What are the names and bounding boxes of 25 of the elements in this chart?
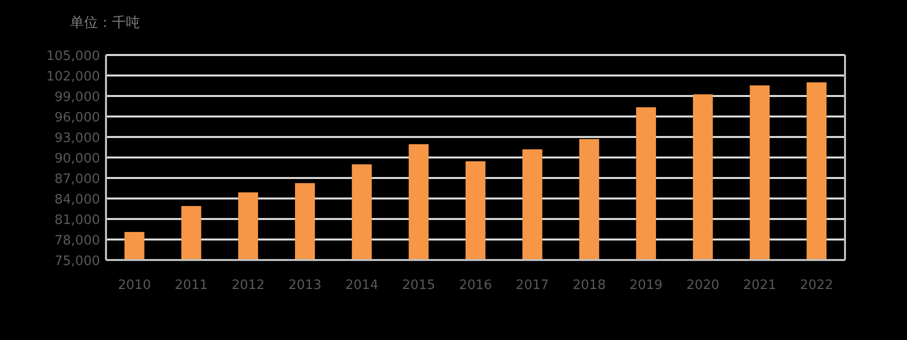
- x-tick-label: 2020: [686, 278, 720, 293]
- x-tick-label: 2012: [232, 278, 265, 293]
- x-tick-label: 2019: [629, 278, 663, 293]
- y-tick-label: 105,000: [46, 49, 100, 64]
- chart-title: 单位：千吨: [70, 15, 140, 31]
- x-tick-label: 2016: [458, 278, 492, 293]
- x-tick-label: 2017: [516, 278, 549, 293]
- y-tick-label: 81,000: [54, 213, 100, 228]
- y-tick-label: 75,000: [54, 254, 100, 269]
- y-tick-label: 102,000: [46, 70, 100, 84]
- x-tick-label: 2010: [118, 278, 151, 293]
- x-tick-label: 2022: [800, 278, 834, 293]
- y-tick-label: 99,000: [54, 90, 100, 105]
- y-tick-label: 96,000: [54, 110, 100, 126]
- y-tick-label: 84,000: [54, 192, 100, 208]
- x-tick-label: 2015: [402, 278, 436, 293]
- x-tick-label: 2021: [743, 278, 776, 293]
- y-tick-label: 90,000: [54, 152, 100, 166]
- x-tick-label: 2014: [345, 278, 378, 293]
- y-tick-label: 93,000: [54, 131, 100, 146]
- y-tick-label: 87,000: [54, 172, 100, 187]
- x-tick-label: 2011: [174, 278, 208, 293]
- x-tick-label: 2013: [288, 278, 322, 293]
- y-tick-label: 78,000: [54, 234, 100, 248]
- x-tick-label: 2018: [572, 278, 606, 293]
